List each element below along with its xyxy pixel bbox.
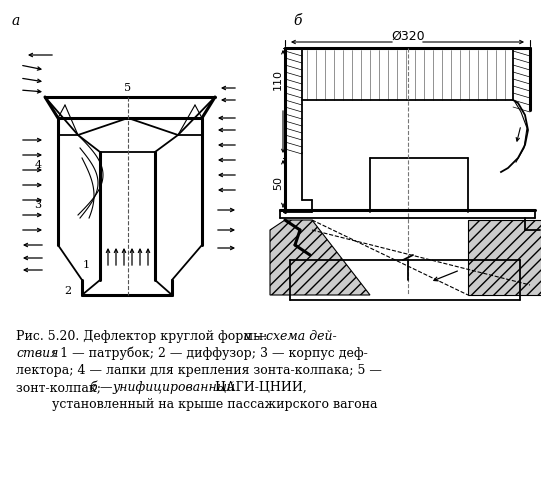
- Text: а: а: [12, 14, 20, 28]
- Text: : 1 — патрубок; 2 — диффузор; 3 — корпус деф-: : 1 — патрубок; 2 — диффузор; 3 — корпус…: [52, 347, 368, 361]
- Text: 3: 3: [35, 200, 42, 210]
- Text: 2: 2: [64, 286, 71, 296]
- Text: 1: 1: [82, 260, 90, 270]
- Text: 50: 50: [273, 176, 283, 190]
- Text: 5: 5: [124, 83, 131, 93]
- Text: —: —: [96, 381, 116, 394]
- Text: б: б: [89, 381, 97, 394]
- Text: 110: 110: [273, 69, 283, 91]
- Text: Ø320: Ø320: [391, 29, 425, 42]
- Polygon shape: [468, 220, 541, 295]
- Text: зонт-колпак;: зонт-колпак;: [16, 381, 105, 394]
- Text: б: б: [293, 14, 301, 28]
- Text: ЦАГИ-ЦНИИ,: ЦАГИ-ЦНИИ,: [211, 381, 307, 394]
- Text: лектора; 4 — лапки для крепления зонта-колпака; 5 —: лектора; 4 — лапки для крепления зонта-к…: [16, 364, 382, 377]
- Text: установленный на крыше пассажирского вагона: установленный на крыше пассажирского ваг…: [16, 398, 378, 411]
- Text: унифицированный: унифицированный: [112, 381, 235, 394]
- Text: 4: 4: [35, 160, 42, 170]
- Text: —: —: [250, 330, 270, 343]
- Polygon shape: [270, 220, 370, 295]
- Text: Рис. 5.20. Дефлектор круглой формы:: Рис. 5.20. Дефлектор круглой формы:: [16, 330, 271, 343]
- Text: а: а: [244, 330, 252, 343]
- Text: ствия: ствия: [16, 347, 58, 360]
- Text: схема дей-: схема дей-: [266, 330, 337, 343]
